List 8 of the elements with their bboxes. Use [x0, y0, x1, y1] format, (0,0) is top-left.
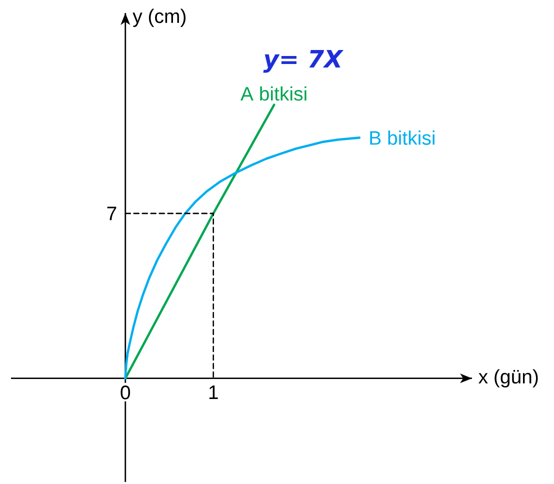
y-axis-title: y (cm) [132, 8, 186, 27]
annotation: 7 [107, 206, 116, 220]
text: y= 7X [263, 50, 344, 73]
x-tick-label: 1 [209, 386, 218, 399]
series-label: A bitkisi [240, 86, 306, 101]
series-label: B bitkisi [370, 130, 434, 145]
x-tick-label: 0 [120, 386, 130, 400]
x-axis-title: x (gün) [478, 369, 538, 388]
